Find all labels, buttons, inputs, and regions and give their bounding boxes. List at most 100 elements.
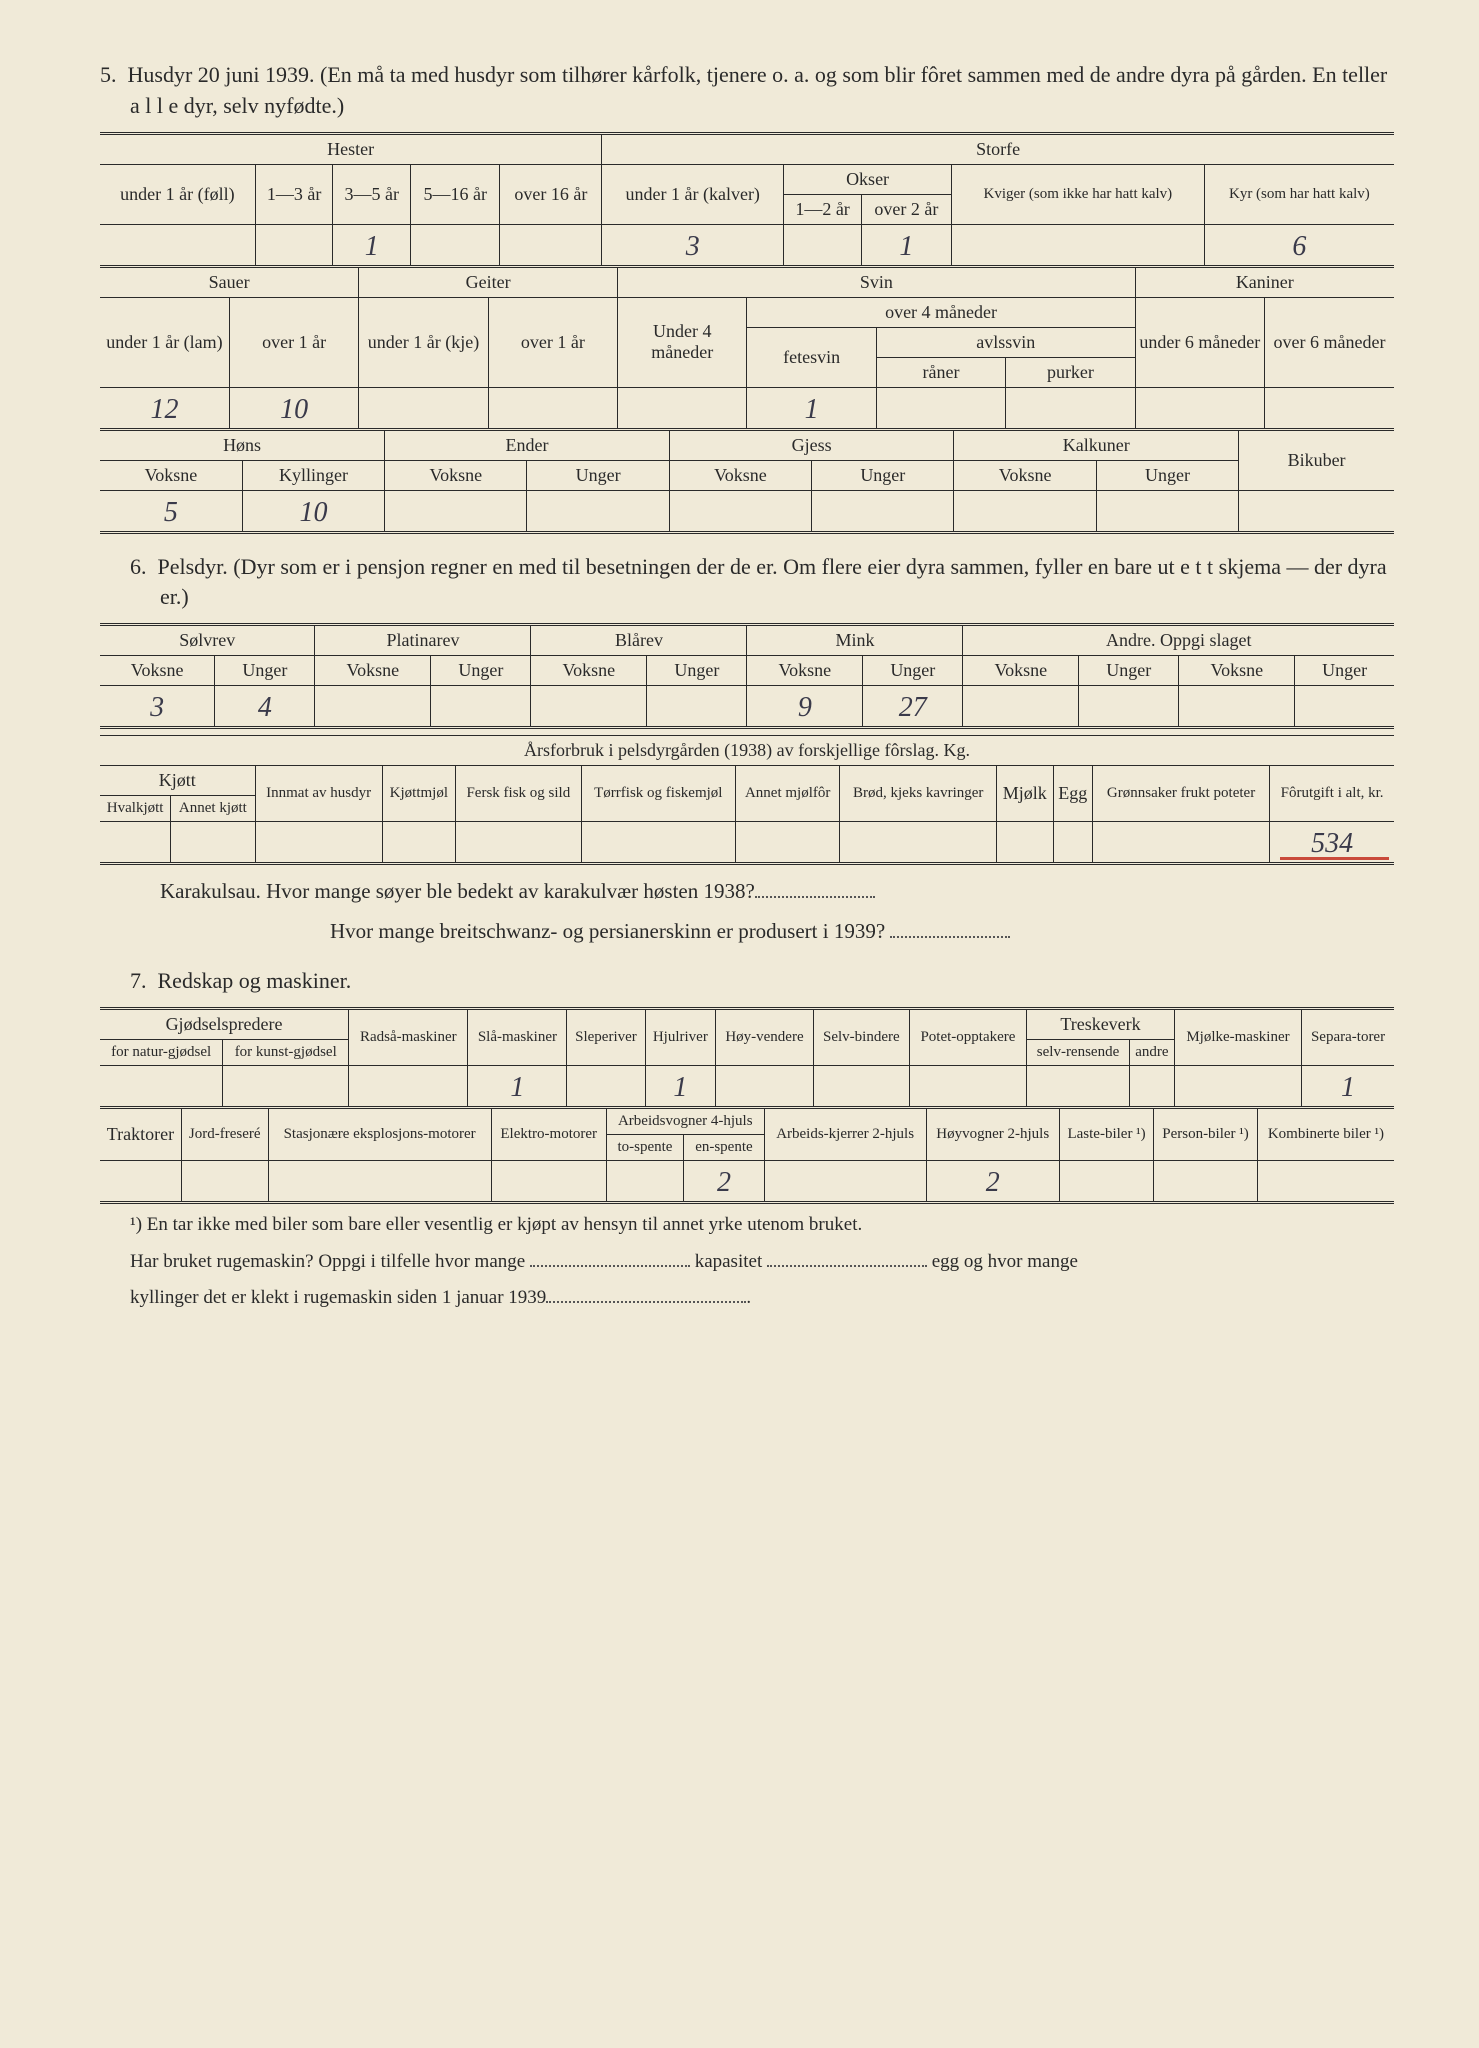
th-treskeverk: Treskeverk [1027, 1009, 1175, 1040]
cell [784, 224, 862, 266]
th-kjott: Kjøtt [100, 766, 255, 796]
th-innmat: Innmat av husdyr [255, 766, 382, 822]
th-sau-under1: under 1 år (lam) [100, 297, 229, 387]
th-kan-under6: under 6 måneder [1135, 297, 1264, 387]
th-unger: Unger [863, 656, 963, 686]
section-6-title: 6. Pelsdyr. (Dyr som er i pensjon regner… [130, 552, 1394, 614]
cell [181, 1161, 268, 1203]
cell [951, 224, 1204, 266]
th-annetmjol: Annet mjølfôr [735, 766, 840, 822]
cell: 6 [1204, 224, 1394, 266]
th-solvrev: Sølvrev [100, 625, 315, 656]
cell-forutgift: 534 [1270, 822, 1394, 864]
dotted-field[interactable] [767, 1248, 927, 1267]
cell [527, 490, 669, 532]
cell [315, 686, 431, 728]
cell: 3 [100, 686, 215, 728]
th-kyr: Kyr (som har hatt kalv) [1204, 164, 1394, 224]
cell [840, 822, 997, 864]
cell [359, 387, 488, 429]
cell [669, 490, 811, 532]
cell [716, 1066, 814, 1108]
th-traktorer: Traktorer [100, 1109, 181, 1161]
cell [488, 387, 617, 429]
cell [606, 1161, 683, 1203]
th-unger: Unger [1079, 656, 1179, 686]
footnote-2: Har bruket rugemaskin? Oppgi i tilfelle … [130, 1247, 1394, 1277]
th-gjodsel: Gjødselspredere [100, 1009, 349, 1040]
cell: 1 [468, 1066, 567, 1108]
th-geiter: Geiter [359, 267, 618, 297]
th-hester-3-5: 3—5 år [333, 164, 411, 224]
th-mjolke: Mjølke-maskiner [1174, 1009, 1301, 1066]
th-storfe-under1: under 1 år (kalver) [602, 164, 784, 224]
th-egg: Egg [1053, 766, 1092, 822]
cell [1053, 822, 1092, 864]
th-platinarev: Platinarev [315, 625, 531, 656]
cell [1129, 1066, 1174, 1108]
th-voksne: Voksne [100, 656, 215, 686]
th-kyllinger: Kyllinger [242, 460, 384, 490]
karakul-line-2: Hvor mange breitschwanz- og persianerski… [330, 915, 1394, 949]
cell [1006, 387, 1135, 429]
red-underline [1280, 857, 1389, 860]
cell [1239, 490, 1394, 532]
th-geit-under1: under 1 år (kje) [359, 297, 488, 387]
section-6-number: 6. [130, 554, 147, 579]
table-redskap-b: Traktorer Jord-freseré Stasjonære eksplo… [100, 1108, 1394, 1204]
cell [1257, 1161, 1394, 1203]
cell: 1 [333, 224, 411, 266]
th-arbeidskjerrer: Arbeids-kjerrer 2-hjuls [764, 1109, 926, 1161]
cell [455, 822, 581, 864]
dotted-field[interactable] [546, 1284, 746, 1303]
footnote-2c: egg og hvor mange [932, 1251, 1078, 1272]
th-hester-over16: over 16 år [500, 164, 602, 224]
th-hester-under1: under 1 år (føll) [100, 164, 255, 224]
th-geit-over1: over 1 år [488, 297, 617, 387]
footnote-3-text: kyllinger det er klekt i rugemaskin side… [130, 1287, 546, 1308]
cell [735, 822, 840, 864]
cell [349, 1066, 468, 1108]
th-andre: Andre. Oppgi slaget [963, 625, 1394, 656]
cell: 5 [100, 490, 242, 532]
cell [500, 224, 602, 266]
th-treske-andre: andre [1129, 1040, 1174, 1066]
cell [996, 822, 1053, 864]
dotted-field[interactable] [530, 1248, 690, 1267]
th-potet: Potet-opptakere [909, 1009, 1026, 1066]
th-kombinerte: Kombinerte biler ¹) [1257, 1109, 1394, 1161]
th-sau-over1: over 1 år [229, 297, 358, 387]
th-gronn: Grønnsaker frukt poteter [1092, 766, 1269, 822]
th-fetesvin: fetesvin [747, 327, 876, 387]
th-annetkjott: Annet kjøtt [171, 796, 255, 822]
th-storfe: Storfe [602, 133, 1394, 164]
footnote-2a: Har bruket rugemaskin? Oppgi i tilfelle … [130, 1251, 525, 1272]
table-husdyr-hons: Høns Ender Gjess Kalkuner Bikuber Voksne… [100, 430, 1394, 534]
cell [411, 224, 500, 266]
th-gjess: Gjess [669, 430, 954, 460]
cell [1092, 822, 1269, 864]
dotted-field[interactable] [890, 917, 1010, 938]
section-7-number: 7. [130, 968, 147, 993]
th-gjodsel-nat: for natur-gjødsel [100, 1040, 223, 1066]
th-unger: Unger [1096, 460, 1238, 490]
cell [100, 1066, 223, 1108]
th-svin: Svin [618, 267, 1136, 297]
cell: 10 [229, 387, 358, 429]
th-arbeidsvogner: Arbeidsvogner 4-hjuls [606, 1109, 764, 1135]
cell [255, 822, 382, 864]
th-elektro: Elektro-motorer [491, 1109, 606, 1161]
th-okser-1-2: 1—2 år [784, 194, 862, 224]
table-husdyr-sauer-svin: Sauer Geiter Svin Kaniner under 1 år (la… [100, 267, 1394, 431]
dotted-field[interactable] [755, 877, 875, 898]
th-voksne: Voksne [100, 460, 242, 490]
section-5-number: 5. [100, 62, 117, 87]
cell: 27 [863, 686, 963, 728]
cell: 1 [747, 387, 876, 429]
table-husdyr-hester-storfe: Hester Storfe under 1 år (føll) 1—3 år 3… [100, 132, 1394, 268]
cell [812, 490, 954, 532]
th-caption: Årsforbruk i pelsdyrgården (1938) av for… [100, 736, 1394, 766]
cell [491, 1161, 606, 1203]
karakul-text-1: Karakulsau. Hvor mange søyer ble bedekt … [160, 879, 755, 903]
footnote-1: ¹) En tar ikke med biler som bare eller … [130, 1210, 1394, 1240]
